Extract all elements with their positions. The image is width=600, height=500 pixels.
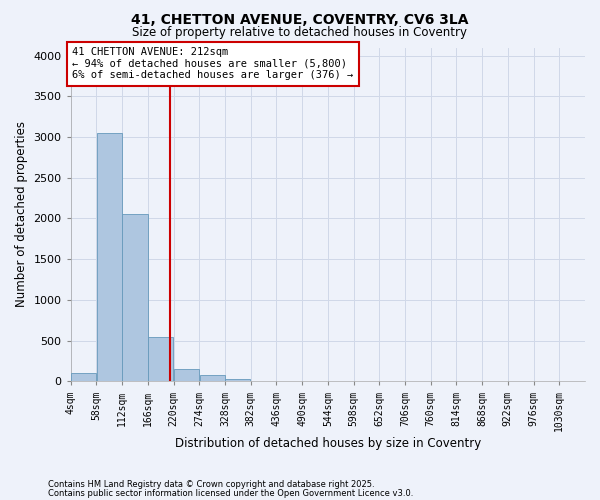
X-axis label: Distribution of detached houses by size in Coventry: Distribution of detached houses by size … xyxy=(175,437,481,450)
Text: Size of property relative to detached houses in Coventry: Size of property relative to detached ho… xyxy=(133,26,467,39)
Bar xyxy=(174,369,199,382)
Text: 41, CHETTON AVENUE, COVENTRY, CV6 3LA: 41, CHETTON AVENUE, COVENTRY, CV6 3LA xyxy=(131,12,469,26)
Text: 41 CHETTON AVENUE: 212sqm
← 94% of detached houses are smaller (5,800)
6% of sem: 41 CHETTON AVENUE: 212sqm ← 94% of detac… xyxy=(72,47,353,80)
Text: Contains public sector information licensed under the Open Government Licence v3: Contains public sector information licen… xyxy=(48,490,413,498)
Bar xyxy=(148,336,173,382)
Bar xyxy=(200,375,225,382)
Bar xyxy=(225,380,250,382)
Y-axis label: Number of detached properties: Number of detached properties xyxy=(15,122,28,308)
Bar xyxy=(122,214,148,382)
Bar xyxy=(97,133,122,382)
Bar xyxy=(251,380,276,382)
Text: Contains HM Land Registry data © Crown copyright and database right 2025.: Contains HM Land Registry data © Crown c… xyxy=(48,480,374,489)
Bar xyxy=(71,373,96,382)
